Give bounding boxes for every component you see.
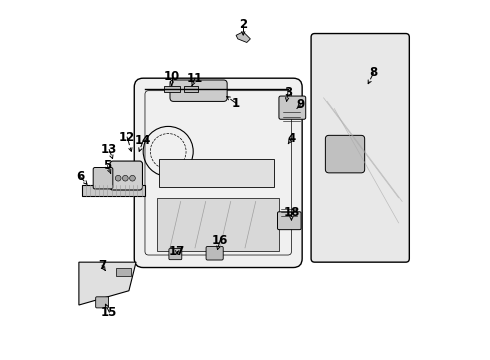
Bar	[117, 267, 131, 276]
FancyBboxPatch shape	[311, 33, 409, 262]
Circle shape	[122, 175, 128, 181]
Circle shape	[115, 175, 121, 181]
FancyBboxPatch shape	[325, 135, 365, 173]
Text: 6: 6	[76, 170, 84, 183]
Text: 9: 9	[296, 99, 304, 112]
Text: 15: 15	[101, 306, 118, 319]
Polygon shape	[236, 32, 250, 42]
Text: 11: 11	[187, 72, 203, 85]
FancyBboxPatch shape	[206, 247, 223, 260]
FancyBboxPatch shape	[110, 161, 143, 190]
Bar	[184, 86, 198, 93]
FancyBboxPatch shape	[96, 297, 109, 308]
Text: 4: 4	[287, 132, 295, 145]
Text: 7: 7	[98, 259, 106, 272]
FancyBboxPatch shape	[93, 167, 113, 189]
Text: 17: 17	[169, 245, 185, 258]
Text: 10: 10	[164, 70, 180, 83]
Text: 12: 12	[119, 131, 135, 144]
Text: 5: 5	[103, 159, 112, 172]
FancyBboxPatch shape	[134, 78, 302, 267]
Polygon shape	[79, 262, 136, 305]
Bar	[159, 158, 273, 187]
Text: 3: 3	[284, 86, 292, 99]
Text: 18: 18	[283, 206, 299, 219]
Text: 16: 16	[212, 234, 228, 247]
Text: 13: 13	[101, 143, 118, 156]
Bar	[164, 86, 180, 93]
Text: 14: 14	[135, 134, 151, 147]
FancyBboxPatch shape	[170, 80, 227, 102]
FancyBboxPatch shape	[169, 249, 182, 260]
FancyBboxPatch shape	[279, 96, 306, 119]
Bar	[82, 185, 145, 196]
Text: 8: 8	[369, 66, 378, 79]
Text: 1: 1	[232, 97, 240, 110]
Circle shape	[130, 175, 135, 181]
Polygon shape	[157, 198, 279, 251]
Text: 2: 2	[239, 18, 247, 31]
FancyBboxPatch shape	[277, 212, 301, 230]
